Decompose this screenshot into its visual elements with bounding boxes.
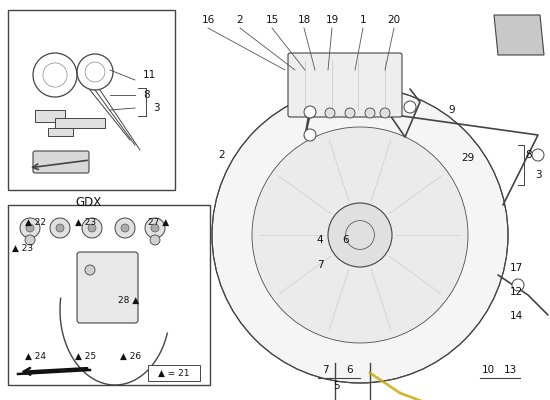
Circle shape [56, 224, 64, 232]
Bar [8, 10, 175, 190]
Text: ▲ 23: ▲ 23 [12, 244, 33, 252]
Text: ▲ 22: ▲ 22 [25, 218, 46, 226]
Circle shape [121, 224, 129, 232]
Text: ▲ = 21: ▲ = 21 [158, 368, 190, 378]
Circle shape [20, 218, 40, 238]
Circle shape [404, 101, 416, 113]
Text: 14: 14 [510, 311, 523, 321]
Text: 11: 11 [143, 70, 156, 80]
Text: 12: 12 [510, 287, 523, 297]
Text: 8: 8 [143, 90, 150, 100]
Circle shape [82, 218, 102, 238]
Text: 7: 7 [322, 365, 328, 375]
Text: 28 ▲: 28 ▲ [118, 296, 139, 304]
Circle shape [325, 108, 335, 118]
Circle shape [305, 108, 315, 118]
Text: 6: 6 [346, 365, 353, 375]
Circle shape [532, 149, 544, 161]
Circle shape [151, 224, 159, 232]
Text: 9: 9 [449, 105, 455, 115]
Text: 20: 20 [387, 15, 400, 25]
Polygon shape [494, 15, 544, 55]
Circle shape [345, 108, 355, 118]
Circle shape [115, 218, 135, 238]
Text: 3: 3 [535, 170, 542, 180]
Text: 19: 19 [326, 15, 339, 25]
Text: 16: 16 [201, 15, 214, 25]
Text: 8: 8 [525, 150, 532, 160]
Text: 18: 18 [298, 15, 311, 25]
Circle shape [304, 106, 316, 118]
Bar [55, 118, 105, 128]
Circle shape [328, 203, 392, 267]
Circle shape [25, 235, 35, 245]
Bar [48, 128, 73, 136]
Bar [35, 110, 65, 122]
Text: ▲ 25: ▲ 25 [75, 352, 96, 360]
Text: 1: 1 [360, 15, 366, 25]
Text: 29: 29 [461, 153, 475, 163]
FancyBboxPatch shape [33, 151, 89, 173]
Circle shape [50, 218, 70, 238]
Text: 15: 15 [265, 15, 279, 25]
Circle shape [26, 224, 34, 232]
Circle shape [85, 265, 95, 275]
Circle shape [512, 279, 524, 291]
Text: 10: 10 [481, 365, 494, 375]
Circle shape [365, 108, 375, 118]
Bar [8, 205, 210, 385]
Text: 13: 13 [503, 365, 516, 375]
Text: 2: 2 [219, 150, 225, 160]
FancyBboxPatch shape [77, 252, 138, 323]
Circle shape [145, 218, 165, 238]
Text: 5: 5 [334, 381, 340, 391]
Circle shape [252, 127, 468, 343]
Circle shape [304, 129, 316, 141]
Text: 2: 2 [236, 15, 243, 25]
Text: ▲ 24: ▲ 24 [25, 352, 46, 360]
Text: 7: 7 [317, 260, 323, 270]
Text: 27 ▲: 27 ▲ [148, 218, 169, 226]
Text: 3: 3 [153, 103, 159, 113]
FancyBboxPatch shape [288, 53, 402, 117]
Text: ▲ 23: ▲ 23 [75, 218, 96, 226]
Text: GDX: GDX [75, 196, 101, 209]
Text: 4: 4 [317, 235, 323, 245]
Circle shape [88, 224, 96, 232]
Circle shape [380, 108, 390, 118]
Bar [148, 365, 200, 381]
Text: 17: 17 [510, 263, 523, 273]
Text: ▲ 26: ▲ 26 [120, 352, 141, 360]
Circle shape [212, 87, 508, 383]
Text: 3 a t o r i f i l l s 1 3 5: 3 a t o r i f i l l s 1 3 5 [244, 223, 438, 241]
Circle shape [150, 235, 160, 245]
Text: 6: 6 [343, 235, 349, 245]
